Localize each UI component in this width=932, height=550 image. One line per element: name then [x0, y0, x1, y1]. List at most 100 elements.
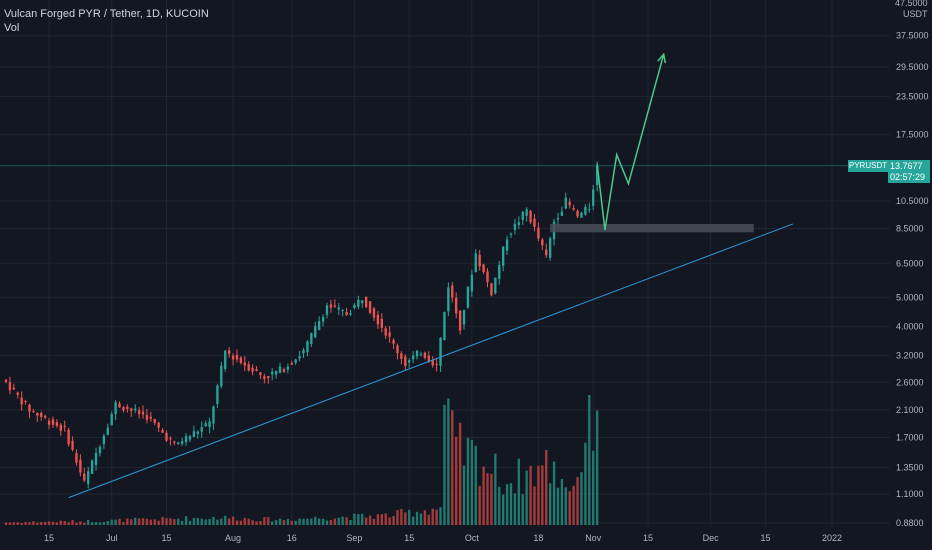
candle-body	[478, 255, 481, 267]
candle-body	[161, 429, 164, 433]
volume-bar	[310, 518, 313, 525]
volume-bar	[157, 520, 160, 525]
volume-bar	[278, 518, 282, 525]
candle-body	[208, 421, 211, 427]
candle-body	[231, 355, 235, 360]
candle-body	[357, 299, 360, 307]
candle-body	[79, 459, 82, 473]
volume-bar	[318, 518, 321, 525]
candle-body	[513, 223, 517, 230]
candle-body	[32, 411, 35, 413]
candle-body	[537, 227, 540, 239]
symbol-title[interactable]: Vulcan Forged PYR / Tether, 1D, KUCOIN	[4, 8, 209, 20]
volume-bar	[271, 521, 274, 525]
candle-body	[149, 416, 153, 419]
candle-body	[267, 375, 270, 379]
candle-body	[20, 397, 23, 405]
volume-bar	[267, 517, 270, 525]
volume-bar	[87, 520, 90, 525]
candle-body	[8, 382, 12, 391]
projection-path	[596, 54, 665, 231]
candle-body	[545, 249, 548, 256]
volume-bar	[90, 522, 94, 525]
volume-bar	[431, 508, 434, 525]
volume-bar	[533, 486, 536, 525]
volume-bar	[227, 518, 231, 525]
x-tick-label: 18	[533, 533, 543, 543]
last-price-symbol: PYRUSDT	[848, 159, 888, 172]
candle-body	[271, 371, 274, 375]
x-tick-label: Aug	[225, 533, 241, 543]
volume-bar	[16, 522, 19, 525]
candle-body	[462, 310, 466, 325]
candle-body	[94, 452, 98, 465]
volume-bar	[47, 521, 51, 525]
candle-body	[529, 210, 532, 223]
volume-bar	[255, 521, 258, 525]
candle-body	[372, 308, 376, 318]
candle-body	[341, 310, 344, 312]
candle-body	[486, 271, 489, 283]
candle-body	[560, 211, 564, 216]
volume-bar	[537, 465, 540, 525]
candle-body	[274, 370, 278, 375]
candle-body	[200, 427, 203, 432]
candle-body	[447, 287, 450, 312]
candle-body	[505, 239, 509, 251]
volume-bar	[392, 515, 395, 525]
candle-body	[572, 208, 575, 210]
volume-bar	[165, 518, 168, 525]
candle-body	[122, 407, 125, 411]
volume-bar	[184, 516, 188, 525]
volume-bar	[134, 517, 137, 525]
candle-body	[415, 350, 419, 357]
volume-bar	[298, 518, 301, 525]
volume-bar	[208, 518, 211, 525]
volume-bar	[361, 513, 364, 525]
candle-body	[12, 387, 16, 390]
candle-body	[568, 201, 571, 206]
candle-body	[224, 350, 227, 370]
candle-body	[470, 274, 474, 292]
volume-bar	[12, 522, 16, 525]
volume-bar	[482, 466, 485, 525]
candle-body	[439, 337, 442, 366]
candle-body	[310, 333, 313, 344]
volume-bar	[51, 521, 55, 525]
candle-body	[396, 345, 399, 354]
volume-bar	[141, 518, 145, 525]
x-tick-label: 15	[760, 533, 770, 543]
candle-body	[592, 189, 595, 206]
volume-bar	[396, 510, 399, 525]
x-tick-label: 2022	[822, 533, 842, 543]
volume-bar	[588, 395, 591, 525]
volume-bar	[302, 518, 305, 525]
candle-body	[548, 238, 552, 258]
volume-bar	[439, 507, 442, 525]
volume-bar	[24, 521, 27, 525]
chart-header: Vulcan Forged PYR / Tether, 1D, KUCOIN V…	[4, 8, 209, 35]
candle-body	[525, 209, 528, 216]
candle-body	[137, 410, 141, 414]
volume-bar	[239, 520, 243, 525]
volume-label[interactable]: Vol	[4, 22, 20, 34]
candle-body	[494, 277, 497, 294]
last-price-value: 13.7677	[888, 159, 930, 172]
volume-bar	[408, 509, 411, 525]
volume-bar	[67, 522, 70, 525]
volume-bar	[290, 520, 293, 525]
volume-bar	[345, 517, 348, 525]
candle-body	[239, 357, 243, 363]
y-tick-label: 3.2000	[896, 350, 924, 360]
candle-body	[321, 317, 325, 322]
volume-bar	[40, 522, 43, 525]
candle-body	[361, 300, 364, 304]
candle-body	[411, 355, 415, 360]
volume-bar	[564, 487, 567, 525]
candle-body	[259, 372, 262, 376]
volume-bar	[353, 513, 356, 525]
candle-body	[40, 413, 43, 417]
candle-body	[184, 436, 188, 443]
candle-body	[298, 356, 301, 359]
